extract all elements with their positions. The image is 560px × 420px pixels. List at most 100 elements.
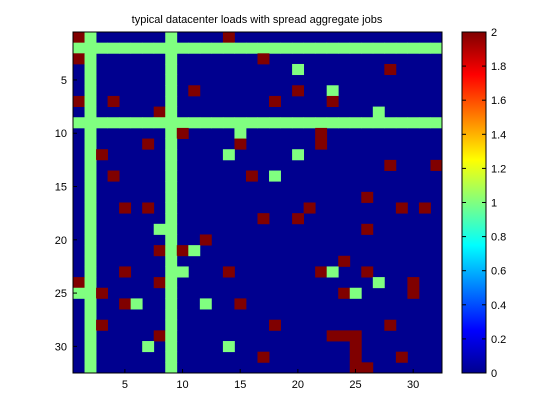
heatmap-cell <box>84 298 97 310</box>
y-tick-label: 20 <box>55 235 67 247</box>
colorbar-tick-label: 0 <box>491 368 497 380</box>
y-axis-ticks: 5 10 15 20 25 30 <box>55 75 77 353</box>
heatmap-cell <box>303 117 316 129</box>
heatmap-cell <box>188 85 201 97</box>
heatmap-cell <box>84 277 97 289</box>
heatmap-cell <box>84 159 97 171</box>
heatmap-cell <box>372 106 385 118</box>
heatmap-cell <box>269 319 281 331</box>
heatmap-cell <box>349 341 362 353</box>
heatmap-cell <box>142 341 155 353</box>
heatmap-cell <box>407 42 420 54</box>
heatmap-cell <box>280 117 293 129</box>
heatmap-cell <box>199 117 212 129</box>
heatmap-cell <box>84 42 97 54</box>
heatmap-cell <box>165 127 178 139</box>
heatmap-cell <box>84 138 97 150</box>
heatmap-cell <box>165 149 178 161</box>
heatmap-cell <box>84 106 97 118</box>
heatmap-cell <box>222 266 235 278</box>
heatmap-cell <box>384 159 397 171</box>
heatmap-background <box>73 32 442 373</box>
heatmap-cell <box>84 127 97 139</box>
heatmap-cell <box>384 117 397 129</box>
heatmap-cell <box>119 266 132 278</box>
heatmap-cell <box>107 95 120 107</box>
heatmap-cell <box>165 351 178 363</box>
heatmap-cell <box>430 42 443 54</box>
heatmap-cell <box>349 330 362 342</box>
heatmap-cell <box>234 127 247 139</box>
heatmap-cell <box>257 213 270 225</box>
heatmap-cell <box>84 63 97 76</box>
heatmap-cell <box>165 191 178 203</box>
heatmap-cell <box>142 117 155 129</box>
heatmap-cell <box>257 117 270 129</box>
heatmap-cell <box>165 32 178 44</box>
colorbar-ticks: 0 0.2 0.4 0.6 0.8 1 1.2 1.4 1.6 1.8 2 <box>462 27 506 380</box>
heatmap-cell <box>165 106 178 118</box>
heatmap-cell <box>84 170 97 182</box>
heatmap-cell <box>142 202 155 214</box>
colorbar-tick-label: 1.4 <box>491 129 506 141</box>
heatmap-cell <box>430 117 443 129</box>
heatmap-cell <box>165 362 178 374</box>
heatmap-cell <box>84 191 97 203</box>
heatmap-cell <box>119 42 132 54</box>
heatmap-cell <box>153 42 166 54</box>
heatmap-cell <box>280 42 293 54</box>
heatmap-cell <box>245 170 258 182</box>
heatmap-cell <box>222 117 235 129</box>
colorbar-tick-label: 2 <box>491 27 497 39</box>
heatmap-cell <box>165 53 178 65</box>
heatmap-cell <box>130 117 143 129</box>
heatmap-cell <box>142 42 155 54</box>
colorbar-tick-label: 1.8 <box>491 61 506 73</box>
heatmap-cell <box>165 223 178 235</box>
heatmap-cell <box>303 42 316 54</box>
x-axis-ticks: 5 10 15 20 25 30 <box>122 369 419 391</box>
heatmap-cell <box>269 42 281 54</box>
heatmap-cell <box>338 117 351 129</box>
heatmap-cell <box>153 117 166 129</box>
heatmap-cell <box>292 117 305 129</box>
heatmap-cell <box>407 287 420 299</box>
heatmap-cell <box>234 117 247 129</box>
heatmap-cell <box>199 42 212 54</box>
heatmap-cell <box>96 319 108 331</box>
heatmap-cell <box>84 287 97 299</box>
heatmap-cell <box>73 277 85 289</box>
heatmap-cell <box>176 42 189 54</box>
heatmap-cell <box>165 159 178 171</box>
heatmap-cell <box>165 181 178 193</box>
heatmap-cell <box>188 117 201 129</box>
heatmap-cell <box>245 117 258 129</box>
heatmap-cell <box>349 362 362 374</box>
heatmap-cell <box>326 117 339 129</box>
heatmap-cell <box>326 330 339 342</box>
colorbar-tick-label: 0.6 <box>491 266 506 278</box>
heatmap-cell <box>315 127 328 139</box>
heatmap-cell <box>165 202 178 214</box>
heatmap-cell <box>245 42 258 54</box>
colorbar-tick-label: 0.8 <box>491 232 506 244</box>
heatmap-cell <box>395 351 408 363</box>
heatmap-cell <box>395 117 408 129</box>
heatmap-cell <box>292 42 305 54</box>
heatmap-cell <box>165 85 178 97</box>
heatmap-cell <box>407 117 420 129</box>
heatmap-cell <box>130 298 143 310</box>
heatmap-cell <box>315 117 328 129</box>
heatmap-cell <box>234 138 247 150</box>
heatmap-cell <box>84 149 97 161</box>
heatmap-cell <box>222 32 235 44</box>
heatmap-cell <box>292 149 305 161</box>
heatmap-cells <box>73 32 443 374</box>
x-tick-label: 30 <box>407 379 419 391</box>
heatmap-cell <box>315 138 328 150</box>
heatmap-cell <box>222 341 235 353</box>
heatmap-cell <box>165 319 178 331</box>
heatmap-cell <box>349 117 362 129</box>
heatmap-cell <box>73 95 85 107</box>
heatmap-cell <box>73 117 85 129</box>
